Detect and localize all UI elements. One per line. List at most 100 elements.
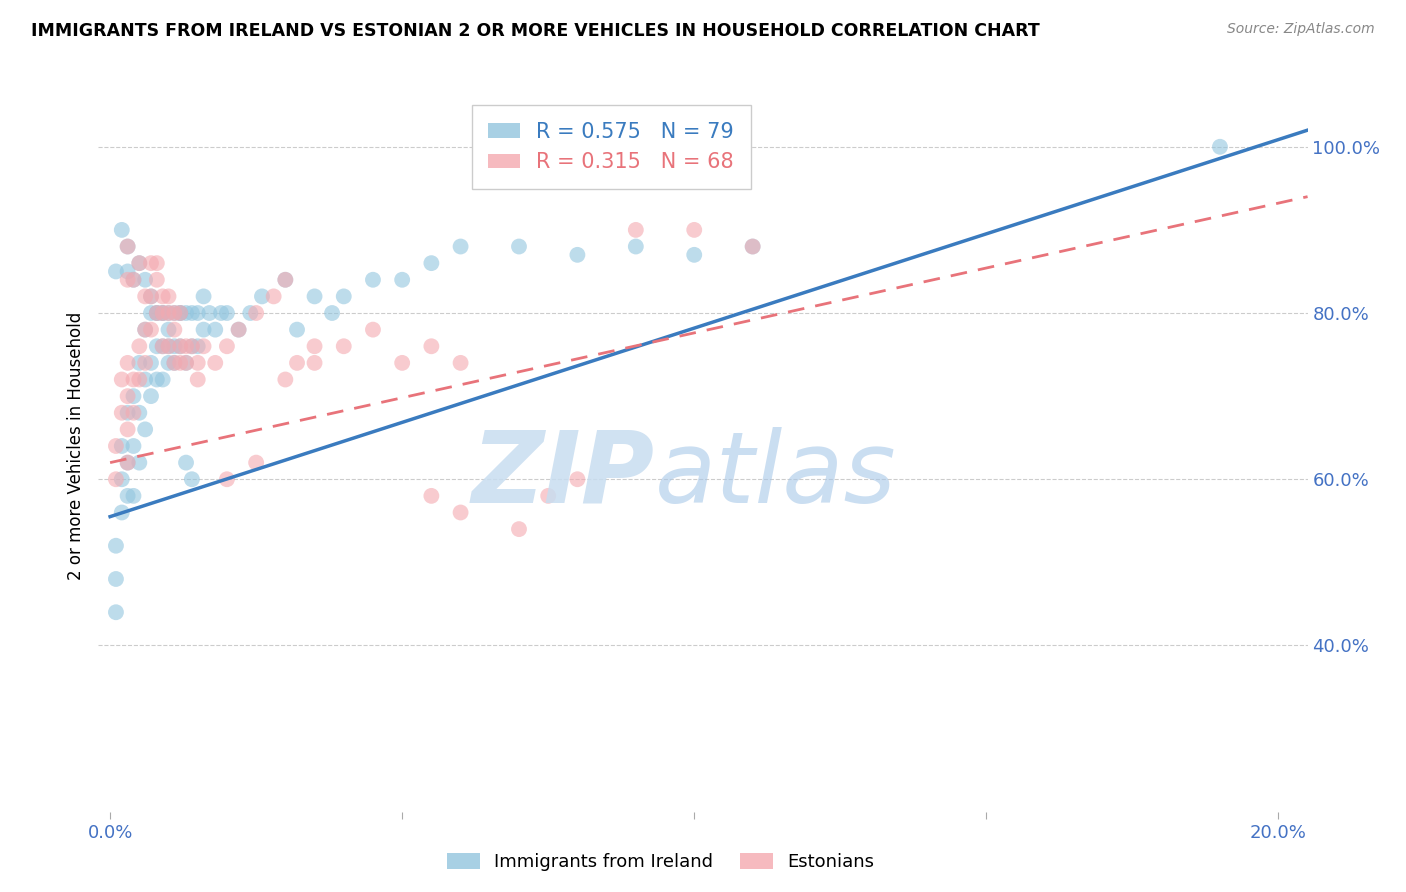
Point [174, 456, 197, 470]
Point [741, 239, 763, 253]
Point [111, 406, 134, 420]
Point [285, 323, 308, 337]
Point [332, 289, 354, 303]
Text: atlas: atlas [655, 426, 896, 524]
Point [146, 256, 169, 270]
Point [104, 605, 127, 619]
Point [1209, 140, 1232, 154]
Point [245, 306, 267, 320]
Point [180, 339, 202, 353]
Point [198, 306, 221, 320]
Point [122, 489, 145, 503]
Point [134, 289, 156, 303]
Point [741, 239, 763, 253]
Point [304, 289, 326, 303]
Point [180, 339, 202, 353]
Point [117, 264, 139, 278]
Point [450, 356, 472, 370]
Point [139, 306, 162, 320]
Point [146, 306, 169, 320]
Point [117, 406, 139, 420]
Point [169, 339, 191, 353]
Point [122, 372, 145, 386]
Point [420, 489, 443, 503]
Point [204, 356, 226, 370]
Point [128, 372, 150, 386]
Point [420, 256, 443, 270]
Point [122, 273, 145, 287]
Point [263, 289, 285, 303]
Point [157, 339, 180, 353]
Point [111, 223, 134, 237]
Point [209, 306, 232, 320]
Point [117, 422, 139, 436]
Point [163, 339, 186, 353]
Point [146, 306, 169, 320]
Point [187, 339, 209, 353]
Point [157, 339, 180, 353]
Point [122, 389, 145, 403]
Point [152, 339, 174, 353]
Point [624, 223, 647, 237]
Point [152, 306, 174, 320]
Point [163, 356, 186, 370]
Point [111, 439, 134, 453]
Text: ZIP: ZIP [471, 426, 655, 524]
Point [128, 339, 150, 353]
Point [157, 306, 180, 320]
Point [134, 422, 156, 436]
Point [250, 289, 273, 303]
Point [122, 439, 145, 453]
Point [134, 323, 156, 337]
Point [146, 339, 169, 353]
Point [128, 356, 150, 370]
Point [174, 306, 197, 320]
Point [187, 306, 209, 320]
Point [104, 539, 127, 553]
Point [169, 306, 191, 320]
Point [169, 306, 191, 320]
Point [174, 356, 197, 370]
Point [193, 289, 215, 303]
Point [122, 406, 145, 420]
Point [139, 356, 162, 370]
Point [134, 323, 156, 337]
Point [169, 339, 191, 353]
Point [128, 256, 150, 270]
Point [304, 356, 326, 370]
Point [117, 239, 139, 253]
Point [117, 456, 139, 470]
Point [193, 323, 215, 337]
Point [193, 339, 215, 353]
Point [146, 273, 169, 287]
Point [152, 289, 174, 303]
Point [163, 323, 186, 337]
Point [163, 306, 186, 320]
Point [215, 306, 238, 320]
Point [180, 472, 202, 486]
Point [332, 339, 354, 353]
Point [508, 522, 530, 536]
Text: Source: ZipAtlas.com: Source: ZipAtlas.com [1227, 22, 1375, 37]
Point [134, 273, 156, 287]
Point [285, 356, 308, 370]
Point [163, 356, 186, 370]
Point [508, 239, 530, 253]
Point [187, 356, 209, 370]
Point [391, 273, 413, 287]
Point [111, 506, 134, 520]
Point [274, 273, 297, 287]
Point [139, 323, 162, 337]
Point [245, 456, 267, 470]
Point [180, 306, 202, 320]
Point [274, 273, 297, 287]
Point [215, 339, 238, 353]
Point [104, 264, 127, 278]
Point [128, 406, 150, 420]
Point [134, 356, 156, 370]
Point [174, 339, 197, 353]
Point [104, 472, 127, 486]
Point [157, 356, 180, 370]
Point [128, 456, 150, 470]
Point [104, 572, 127, 586]
